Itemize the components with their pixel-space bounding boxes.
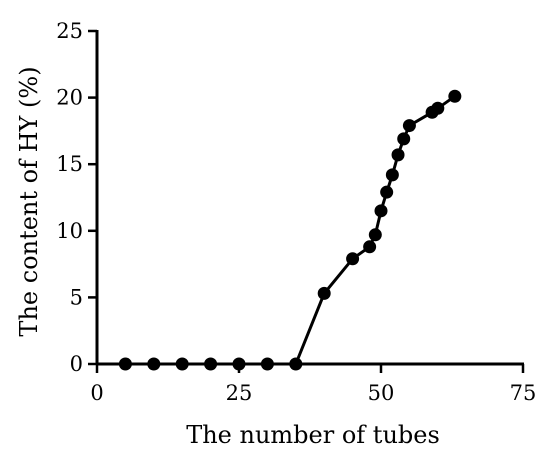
y-axis: 0 5 10 15 20 25 — [56, 19, 99, 376]
y-tick-label: 5 — [70, 285, 83, 309]
x-axis-title: The number of tubes — [186, 421, 440, 449]
x-tick-label: 25 — [226, 381, 253, 405]
data-point — [118, 357, 132, 371]
data-point — [260, 357, 274, 371]
data-point — [385, 168, 399, 182]
x-axis: 0 25 50 75 — [90, 362, 537, 405]
data-point — [431, 101, 445, 115]
y-tick-label: 10 — [56, 219, 83, 243]
data-point — [397, 132, 411, 146]
data-point — [232, 357, 246, 371]
data-point — [317, 286, 331, 300]
x-tick-label: 75 — [510, 381, 537, 405]
data-point — [380, 185, 394, 199]
data-point — [448, 89, 462, 103]
data-point — [374, 204, 388, 218]
data-point — [402, 119, 416, 133]
data-point — [289, 357, 303, 371]
data-point — [147, 357, 161, 371]
data-point — [175, 357, 189, 371]
data-point — [368, 228, 382, 242]
series-group — [118, 89, 462, 371]
data-point — [391, 148, 405, 162]
data-point — [346, 252, 360, 266]
y-tick-label: 25 — [56, 19, 83, 43]
x-tick-label: 0 — [90, 381, 103, 405]
y-axis-title: The content of HY (%) — [15, 66, 43, 336]
y-tick-label: 0 — [70, 352, 83, 376]
data-point — [363, 240, 377, 254]
data-point — [204, 357, 218, 371]
y-tick-label: 20 — [56, 86, 83, 110]
x-tick-label: 50 — [368, 381, 395, 405]
y-tick-label: 15 — [56, 152, 83, 176]
